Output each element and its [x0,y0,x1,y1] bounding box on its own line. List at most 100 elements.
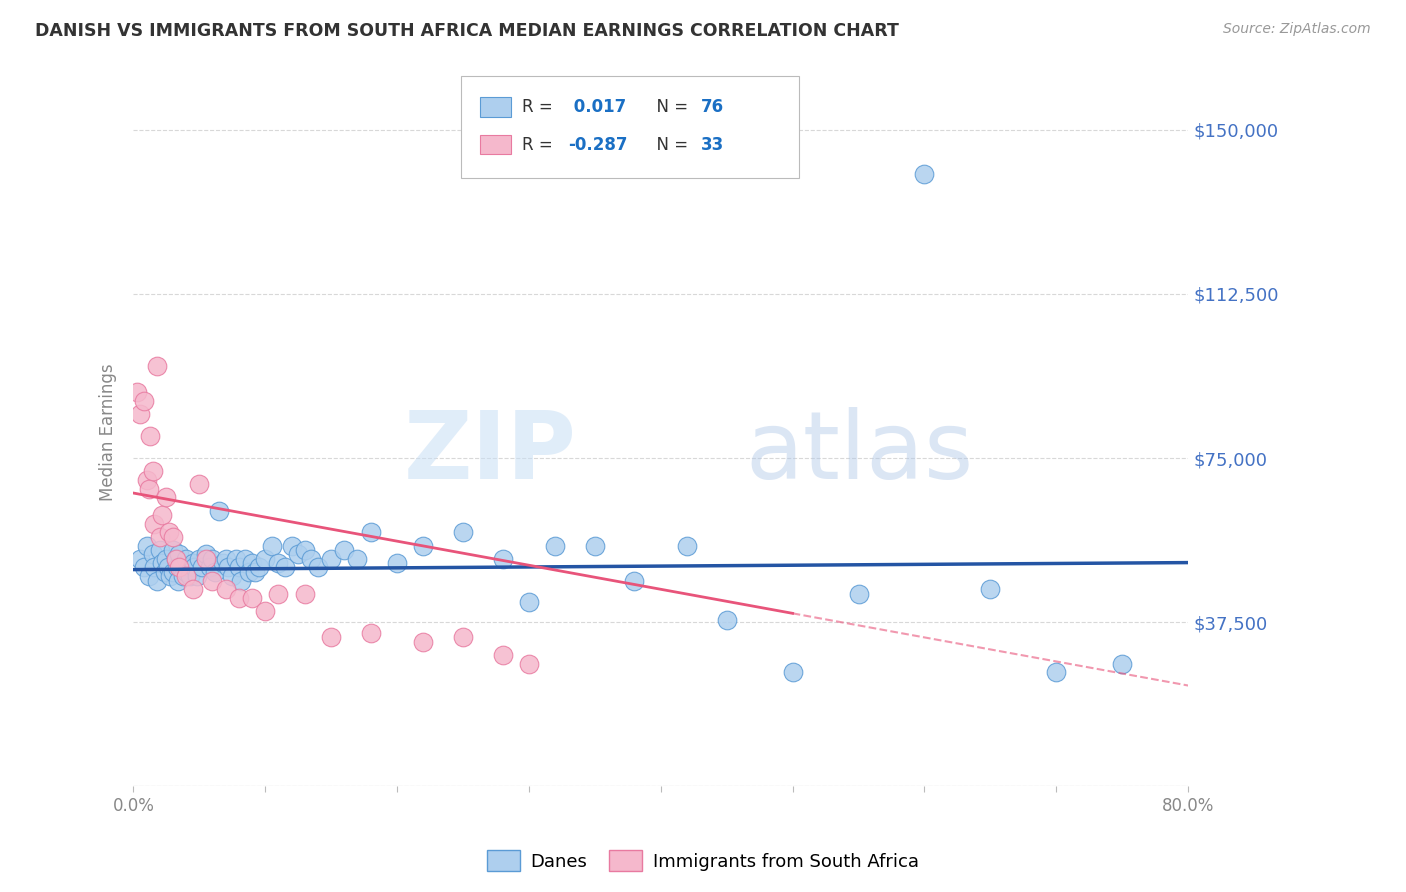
Point [240,591,263,605]
Text: -0.287: -0.287 [568,136,627,153]
Point [201,551,224,566]
Point [914,167,936,181]
Point [319,631,342,645]
Text: ZIP: ZIP [404,407,576,499]
Point [129,407,152,421]
Point [214,582,236,597]
Point [159,569,181,583]
Point [162,565,184,579]
Point [146,359,169,374]
Point [191,560,214,574]
Text: N =: N = [645,98,693,116]
Point [1111,657,1133,671]
Point [142,464,165,478]
Point [517,657,540,671]
Text: R =: R = [522,136,558,153]
Point [782,665,804,680]
Point [299,551,322,566]
Point [166,560,188,574]
Point [174,551,197,566]
Point [143,560,166,574]
Point [181,582,204,597]
Point [217,560,239,574]
Point [228,591,250,605]
Point [135,473,157,487]
Point [170,560,193,574]
Point [162,542,184,557]
Point [267,556,290,570]
Point [155,551,177,566]
Point [162,530,184,544]
Text: 33: 33 [700,136,724,153]
Point [274,560,297,574]
Point [165,551,187,566]
Point [412,539,434,553]
Point [491,551,513,566]
Point [194,551,217,566]
Y-axis label: Median Earnings: Median Earnings [100,363,117,500]
Point [167,574,190,588]
Point [1045,665,1067,680]
Point [179,569,201,583]
Text: R =: R = [522,98,558,116]
Point [165,551,187,566]
Point [169,547,191,561]
Point [307,560,329,574]
Point [254,604,277,618]
Point [287,547,309,561]
Point [143,516,166,531]
Point [153,565,176,579]
Point [150,508,173,522]
Point [451,525,474,540]
Point [135,539,157,553]
Text: N =: N = [645,136,693,153]
Point [294,542,316,557]
Point [138,569,160,583]
Point [174,565,197,579]
Point [238,565,260,579]
Point [360,626,382,640]
Point [280,539,302,553]
Point [294,587,316,601]
Point [186,569,208,583]
Point [848,587,870,601]
Point [243,565,266,579]
Point [716,613,738,627]
Point [228,560,250,574]
Point [149,530,172,544]
Point [360,525,382,540]
Point [491,648,513,662]
Point [127,385,149,400]
Point [129,551,152,566]
Point [346,551,368,566]
Point [139,429,162,443]
Point [385,556,408,570]
Text: 0.017: 0.017 [568,98,627,116]
Point [623,574,645,588]
Point [319,551,342,566]
Point [240,556,263,570]
Point [142,547,165,561]
Point [138,482,160,496]
Point [183,560,205,574]
Legend: Danes, Immigrants from South Africa: Danes, Immigrants from South Africa [481,843,925,879]
Point [267,587,290,601]
Point [544,539,567,553]
Point [412,634,434,648]
Point [231,574,253,588]
Point [169,560,191,574]
Point [201,574,224,588]
Point [198,560,221,574]
Point [204,565,226,579]
Point [221,569,243,583]
Point [149,542,172,557]
Text: 76: 76 [700,98,724,116]
Text: Source: ZipAtlas.com: Source: ZipAtlas.com [1223,22,1371,37]
Point [194,547,217,561]
Point [177,560,200,574]
Point [254,551,277,566]
Text: atlas: atlas [745,407,973,499]
Point [156,560,179,574]
Point [247,560,270,574]
Point [212,556,235,570]
